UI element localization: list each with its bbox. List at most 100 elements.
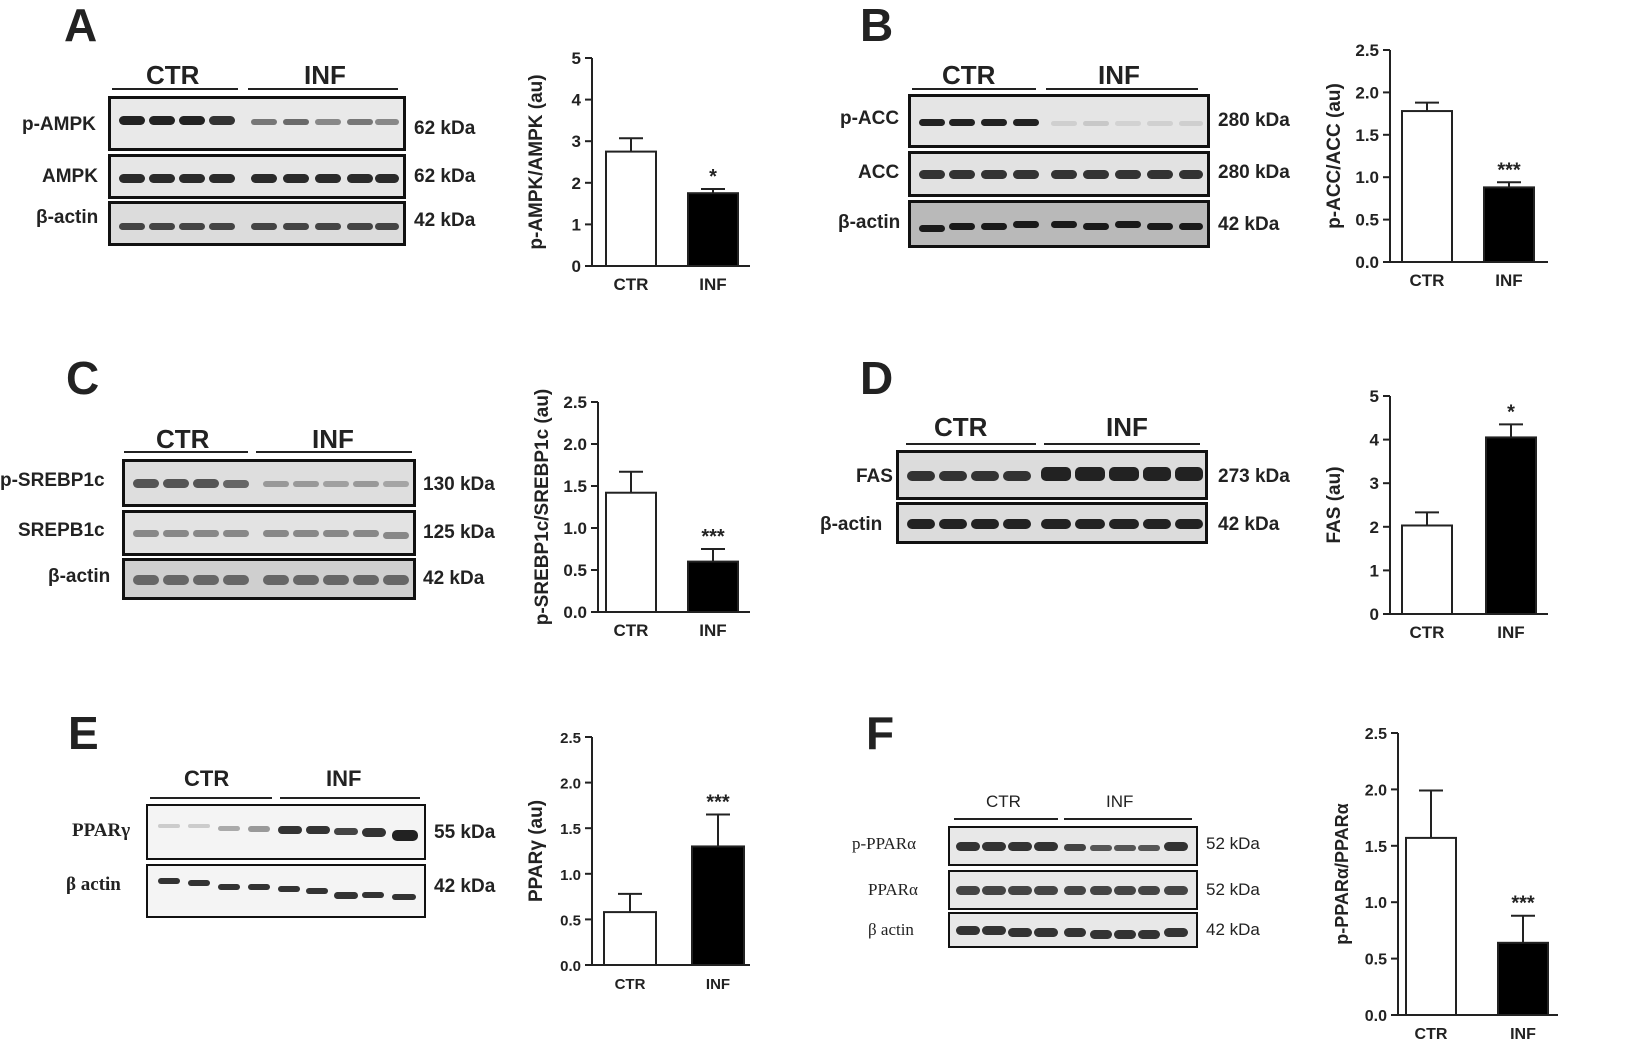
y-axis-title: p-ACC/ACC (au) xyxy=(1324,83,1345,229)
panel-b-blot-1 xyxy=(908,94,1210,148)
panel-d-ctr-label: CTR xyxy=(934,412,988,442)
x-tick-label: CTR xyxy=(614,275,649,294)
bar-inf xyxy=(1497,941,1549,1016)
panel-f-bar-chart: 0.0 0.5 1.0 1.5 2.0 2.5 p-PPARα/PPARα CTR INF *** xyxy=(1332,726,1558,1043)
bar-ctr xyxy=(1401,110,1453,263)
panel-c-inf-label: INF xyxy=(312,424,354,454)
panel-c-bar-chart: 0.0 0.5 1.0 1.5 2.0 2.5 p-SREBP1c/SREBP1c (au)… xyxy=(532,389,750,640)
panel-a-bar-chart: 0 1 2 3 4 5 p-AMPK/AMPK (au) CTR INF * xyxy=(526,49,750,294)
y-tick-label: 1 xyxy=(572,215,581,234)
panel-c-ctr-label: CTR xyxy=(156,424,210,454)
x-tick-label: INF xyxy=(1497,623,1524,642)
y-tick-label: 0.5 xyxy=(1365,952,1387,969)
panel-c-blot-3-kda: 42 kDa xyxy=(423,568,485,589)
panel-c-blot-2 xyxy=(122,510,416,556)
x-tick-label: INF xyxy=(699,621,726,640)
y-tick-label: 1.5 xyxy=(563,477,587,496)
y-tick-label: 1.5 xyxy=(1365,839,1387,856)
panel-b-inf-label: INF xyxy=(1098,60,1140,90)
panel-a-blot-2-name: AMPK xyxy=(42,166,98,187)
panel-f-blot-2 xyxy=(948,870,1198,910)
panel-b-ctr-label: CTR xyxy=(942,60,996,90)
significance-marker: *** xyxy=(706,792,730,814)
panel-c-blot-1-name: p-SREBP1c xyxy=(0,470,105,491)
bar-inf xyxy=(691,845,745,966)
panel-f-blot-1-kda: 52 kDa xyxy=(1206,834,1260,853)
panel-a-inf-label: INF xyxy=(304,60,346,90)
bar-ctr xyxy=(1405,836,1457,1016)
panel-a-blot-2-kda: 62 kDa xyxy=(414,166,476,187)
y-tick-label: 2 xyxy=(1370,518,1379,537)
y-tick-label: 3 xyxy=(572,132,581,151)
panel-e-ctr-line xyxy=(150,797,272,799)
panel-f-blot-1-name: p-PPARα xyxy=(852,834,917,853)
panel-e-blot-2-kda: 42 kDa xyxy=(434,876,496,897)
panel-d-inf-line xyxy=(1044,443,1200,445)
y-tick-label: 5 xyxy=(572,49,581,68)
panel-b-blot-1-kda: 280 kDa xyxy=(1218,110,1290,131)
panel-e-blot-1 xyxy=(146,804,426,860)
panel-b-letter: B xyxy=(860,0,894,51)
significance-marker: *** xyxy=(1511,893,1535,915)
panel-b-blot-2 xyxy=(908,151,1210,197)
significance-marker: *** xyxy=(1497,159,1521,181)
panel-c-blot-3-name: β-actin xyxy=(48,566,111,587)
panel-f-blot-3-kda: 42 kDa xyxy=(1206,920,1260,939)
y-tick-label: 0.0 xyxy=(1355,253,1379,272)
significance-marker: * xyxy=(709,166,717,188)
panel-b-blot-2-name: ACC xyxy=(858,162,900,183)
panel-d-bar-chart: 0 1 2 3 4 5 FAS (au) CTR INF * xyxy=(1324,387,1548,642)
y-tick-label: 1.0 xyxy=(560,867,581,884)
x-tick-label: INF xyxy=(1510,1026,1536,1043)
y-tick-label: 2.0 xyxy=(560,776,581,793)
panel-a-ctr-line xyxy=(112,88,238,90)
panel-d-blot-1 xyxy=(896,450,1208,500)
panel-c-blot-3 xyxy=(122,558,416,600)
x-tick-label: INF xyxy=(699,275,726,294)
y-tick-label: 2.5 xyxy=(563,393,587,412)
panel-c-blot-1-kda: 130 kDa xyxy=(423,474,495,495)
significance-marker: *** xyxy=(701,526,725,548)
panel-a-blot-1 xyxy=(108,96,406,151)
y-tick-label: 0.5 xyxy=(563,561,587,580)
panel-c-inf-line xyxy=(256,451,412,453)
y-tick-label: 2 xyxy=(572,174,581,193)
panel-c-blot-2-kda: 125 kDa xyxy=(423,522,495,543)
panel-b-blot-1-name: p-ACC xyxy=(840,108,900,129)
panel-d-letter: D xyxy=(860,352,894,404)
y-axis-title: p-PPARα/PPARα xyxy=(1332,803,1352,944)
y-tick-label: 1.0 xyxy=(1365,895,1387,912)
bar-ctr xyxy=(1401,524,1453,616)
panel-f-blot-3-name: β actin xyxy=(868,920,914,939)
panel-b-blot-2-kda: 280 kDa xyxy=(1218,162,1290,183)
panel-b-ctr-line xyxy=(912,88,1036,90)
panel-f-blot-2-name: PPARα xyxy=(868,880,918,899)
y-tick-label: 0.0 xyxy=(1365,1008,1387,1025)
panel-e-inf-label: INF xyxy=(326,766,362,791)
panel-c-letter: C xyxy=(66,352,100,404)
y-axis-title: p-AMPK/AMPK (au) xyxy=(526,74,547,249)
y-tick-label: 2.5 xyxy=(560,730,581,747)
panel-a-blot-3 xyxy=(108,201,406,246)
panel-f-inf-line xyxy=(1064,818,1192,820)
y-tick-label: 0.0 xyxy=(563,603,587,622)
panel-d-blot-2-kda: 42 kDa xyxy=(1218,514,1280,535)
y-tick-label: 1.5 xyxy=(560,821,581,838)
panel-e-blot-2 xyxy=(146,864,426,918)
panel-d-inf-label: INF xyxy=(1106,412,1148,442)
y-tick-label: 0.5 xyxy=(1355,211,1379,230)
panel-b-inf-line xyxy=(1046,88,1198,90)
y-tick-label: 5 xyxy=(1370,387,1379,406)
panel-d-blot-1-name: FAS xyxy=(856,466,893,487)
panel-a-letter: A xyxy=(64,0,98,51)
y-tick-label: 1.0 xyxy=(563,519,587,538)
panel-b-blot-3-name: β-actin xyxy=(838,212,901,233)
panel-a-ctr-label: CTR xyxy=(146,60,200,90)
y-tick-label: 2.0 xyxy=(1365,782,1387,799)
bar-inf xyxy=(1485,436,1537,615)
y-tick-label: 4 xyxy=(1370,431,1380,450)
panel-c-blot-1 xyxy=(122,459,416,507)
bar-ctr xyxy=(603,911,657,967)
panel-a-blot-3-name: β-actin xyxy=(36,207,99,228)
y-tick-label: 2.0 xyxy=(563,435,587,454)
